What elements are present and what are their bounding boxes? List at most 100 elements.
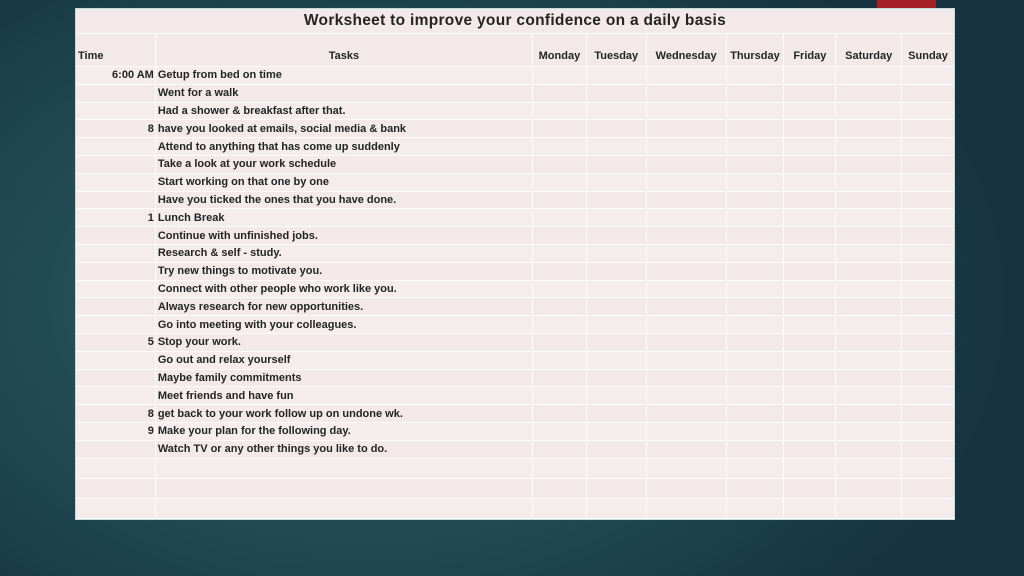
worksheet-title: Worksheet to improve your confidence on … xyxy=(303,12,727,29)
day-cell-tuesday xyxy=(586,102,647,121)
day-cell-sunday xyxy=(902,423,954,441)
day-cell-sunday xyxy=(902,263,954,281)
time-cell xyxy=(76,280,156,299)
day-cell-saturday xyxy=(836,280,903,299)
table-body: 6:00 AM Getup from bed on time Went for a … xyxy=(76,67,954,519)
day-cell-tuesday xyxy=(586,478,647,499)
day-cell-saturday xyxy=(836,227,903,245)
time-cell: 6:00 AM xyxy=(76,67,156,85)
day-cell-sunday xyxy=(902,281,954,299)
day-cell-wednesday xyxy=(646,262,727,281)
day-cell-friday xyxy=(784,173,837,192)
column-header-tasks: Tasks xyxy=(156,34,533,66)
day-cell-tuesday xyxy=(586,138,647,156)
time-cell: 1 xyxy=(76,209,156,228)
day-cell-thursday xyxy=(726,244,785,263)
day-cell-monday xyxy=(532,120,587,139)
day-cell-tuesday xyxy=(586,405,647,423)
day-cell-saturday xyxy=(836,387,903,406)
day-cell-thursday xyxy=(726,369,785,388)
day-cell-saturday xyxy=(836,298,903,317)
day-cell-sunday xyxy=(902,298,954,317)
day-cell-monday xyxy=(532,405,587,423)
day-cell-friday xyxy=(784,209,837,228)
day-cell-wednesday xyxy=(646,458,727,479)
day-cell-friday xyxy=(784,422,837,441)
day-cell-thursday xyxy=(726,280,785,299)
day-cell-saturday xyxy=(836,440,903,459)
day-cell-sunday xyxy=(902,387,954,406)
day-cell-monday xyxy=(532,280,587,299)
day-cell-thursday xyxy=(726,102,785,121)
day-cell-tuesday xyxy=(586,191,647,210)
day-cell-tuesday xyxy=(586,316,647,334)
time-cell xyxy=(76,102,156,121)
table-row: 1 Lunch Break xyxy=(76,209,954,228)
day-cell-sunday xyxy=(902,352,954,370)
day-cell-tuesday xyxy=(586,458,647,479)
day-cell-saturday xyxy=(836,405,903,423)
day-cell-tuesday xyxy=(586,440,647,459)
day-cell-sunday xyxy=(902,370,954,388)
time-cell xyxy=(76,244,156,263)
day-cell-sunday xyxy=(902,138,954,156)
table-row: Start working on that one by one xyxy=(76,173,954,192)
day-cell-thursday xyxy=(726,84,785,103)
day-cell-friday xyxy=(784,316,837,334)
column-header-tuesday: Tuesday xyxy=(587,34,647,66)
time-cell: 8 xyxy=(76,405,156,423)
table-row: Go into meeting with your colleagues. xyxy=(76,316,954,334)
task-cell xyxy=(155,478,533,499)
table-row xyxy=(76,478,954,499)
time-cell xyxy=(76,369,156,388)
task-cell: Make your plan for the following day. xyxy=(155,422,533,441)
table-row: Have you ticked the ones that you have d… xyxy=(76,191,954,210)
time-cell: 9 xyxy=(76,422,156,441)
day-cell-sunday xyxy=(902,103,954,121)
day-cell-saturday xyxy=(836,155,903,174)
day-cell-tuesday xyxy=(586,369,647,388)
task-cell xyxy=(155,498,533,519)
day-cell-friday xyxy=(784,227,837,245)
day-cell-tuesday xyxy=(586,333,647,352)
time-cell xyxy=(76,458,156,479)
day-cell-thursday xyxy=(726,227,785,245)
day-cell-monday xyxy=(533,518,587,519)
day-cell-sunday xyxy=(902,227,954,245)
day-cell-saturday xyxy=(836,209,903,228)
day-cell-saturday xyxy=(836,478,903,499)
day-cell-thursday xyxy=(726,387,785,406)
day-cell-wednesday xyxy=(646,440,727,459)
day-cell-thursday xyxy=(726,173,785,192)
day-cell-friday xyxy=(784,369,837,388)
day-cell-saturday xyxy=(836,138,903,156)
task-cell: Research & self - study. xyxy=(155,244,533,263)
day-cell-saturday xyxy=(836,262,903,281)
day-cell-wednesday xyxy=(646,316,727,334)
day-cell-monday xyxy=(532,298,587,317)
day-cell-tuesday xyxy=(586,155,647,174)
day-cell-tuesday xyxy=(586,351,647,370)
day-cell-saturday xyxy=(836,102,903,121)
time-cell xyxy=(76,298,156,317)
task-cell: Take a look at your work schedule xyxy=(155,155,533,174)
day-cell-tuesday xyxy=(586,227,647,245)
task-cell: Maybe family commitments xyxy=(155,369,533,388)
time-cell xyxy=(76,478,156,499)
day-cell-sunday xyxy=(902,174,954,192)
time-cell xyxy=(76,138,156,156)
table-row: Continue with unfinished jobs. xyxy=(76,227,954,245)
time-cell xyxy=(76,227,156,245)
day-cell-friday xyxy=(784,280,837,299)
day-cell-saturday xyxy=(836,316,903,334)
task-cell: Go into meeting with your colleagues. xyxy=(155,316,533,334)
task-cell: have you looked at emails, social media … xyxy=(155,120,533,139)
day-cell-saturday xyxy=(836,244,903,263)
column-header-monday: Monday xyxy=(533,34,587,66)
table-row: Research & self - study. xyxy=(76,244,954,263)
day-cell-monday xyxy=(532,227,587,245)
day-cell-tuesday xyxy=(586,387,647,406)
day-cell-friday xyxy=(784,498,837,519)
task-cell xyxy=(155,458,533,479)
